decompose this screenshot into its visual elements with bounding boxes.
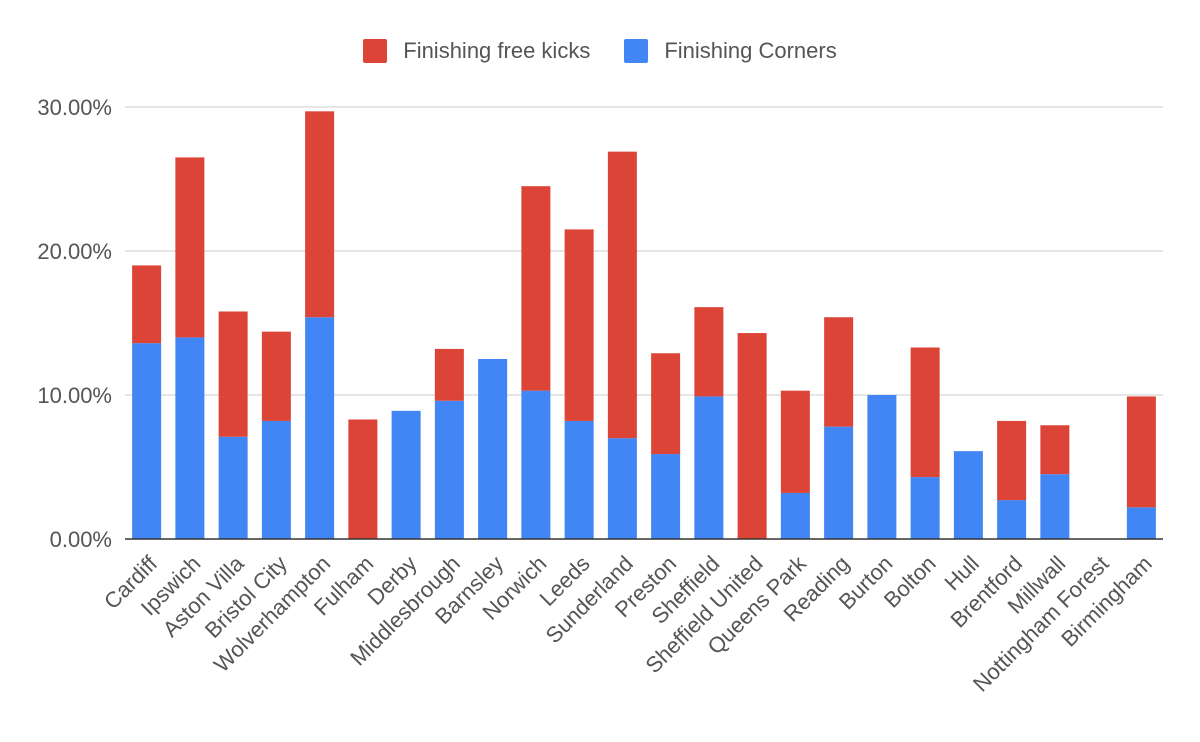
bar-corners[interactable] <box>953 451 983 539</box>
bar-corners[interactable] <box>478 359 508 539</box>
bar-corners[interactable] <box>997 500 1027 539</box>
bar-corners[interactable] <box>780 492 810 539</box>
bar-free-kicks[interactable] <box>348 419 378 539</box>
bar-free-kicks[interactable] <box>261 331 291 421</box>
bar-free-kicks[interactable] <box>218 311 248 437</box>
bar-corners[interactable] <box>910 477 940 539</box>
bar-corners[interactable] <box>867 395 897 539</box>
bar-free-kicks[interactable] <box>521 186 551 391</box>
bar-free-kicks[interactable] <box>737 333 767 539</box>
y-tick-label: 20.00% <box>37 239 112 264</box>
y-tick-label: 30.00% <box>37 95 112 120</box>
bar-corners[interactable] <box>175 337 205 539</box>
bar-free-kicks[interactable] <box>910 347 940 478</box>
bar-free-kicks[interactable] <box>175 157 205 338</box>
bar-free-kicks[interactable] <box>607 151 637 439</box>
bar-free-kicks[interactable] <box>434 348 464 401</box>
bar-corners[interactable] <box>1040 474 1070 539</box>
bar-corners[interactable] <box>694 396 724 539</box>
bar-corners[interactable] <box>651 454 681 539</box>
bar-free-kicks[interactable] <box>1126 396 1156 508</box>
bar-corners[interactable] <box>521 390 551 539</box>
legend-item-corners[interactable]: Finishing Corners <box>624 38 837 64</box>
bar-corners[interactable] <box>564 420 594 539</box>
legend-swatch-free-kicks <box>363 39 388 63</box>
chart-legend: Finishing free kicks Finishing Corners <box>0 38 1200 64</box>
bar-corners[interactable] <box>607 438 637 539</box>
bar-corners[interactable] <box>132 343 162 539</box>
bar-free-kicks[interactable] <box>132 265 162 344</box>
bar-corners[interactable] <box>391 410 421 539</box>
y-tick-label: 0.00% <box>50 527 112 552</box>
legend-item-free-kicks[interactable]: Finishing free kicks <box>363 38 590 64</box>
bar-corners[interactable] <box>305 317 335 539</box>
bar-free-kicks[interactable] <box>824 317 854 427</box>
bar-free-kicks[interactable] <box>1040 425 1070 475</box>
bar-corners[interactable] <box>261 420 291 539</box>
legend-label-corners: Finishing Corners <box>664 38 837 63</box>
bar-corners[interactable] <box>1126 507 1156 539</box>
bar-free-kicks[interactable] <box>694 307 724 397</box>
bar-corners[interactable] <box>218 436 248 539</box>
bar-corners[interactable] <box>824 426 854 539</box>
bar-free-kicks[interactable] <box>564 229 594 421</box>
legend-swatch-corners <box>624 39 649 63</box>
y-tick-label: 10.00% <box>37 383 112 408</box>
bar-free-kicks[interactable] <box>651 353 681 455</box>
bar-free-kicks[interactable] <box>997 420 1027 501</box>
bar-corners[interactable] <box>434 400 464 539</box>
bar-free-kicks[interactable] <box>305 111 335 318</box>
legend-label-free-kicks: Finishing free kicks <box>403 38 591 63</box>
bar-free-kicks[interactable] <box>780 390 810 493</box>
